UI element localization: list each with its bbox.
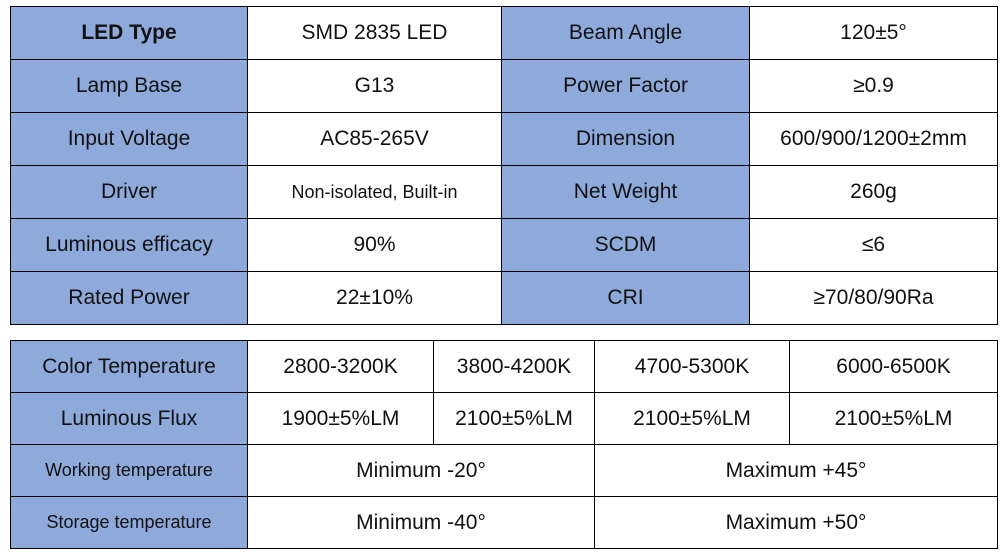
net-weight-value: 260g [749, 165, 998, 219]
color-temperature-value: 3800-4200K [433, 340, 595, 393]
input-voltage-label: Input Voltage [10, 112, 248, 166]
storage-temperature-min: Minimum -40° [247, 496, 595, 549]
luminous-efficacy-value: 90% [247, 218, 502, 272]
lamp-base-value: G13 [247, 59, 502, 113]
led-type-label: LED Type [10, 6, 248, 60]
dimension-value: 600/900/1200±2mm [749, 112, 998, 166]
working-temperature-label: Working temperature [10, 444, 248, 497]
cri-label: CRI [501, 271, 750, 325]
net-weight-label: Net Weight [501, 165, 750, 219]
temperature-flux-table: Color Temperature 2800-3200K 3800-4200K … [10, 340, 998, 549]
color-temperature-label: Color Temperature [10, 340, 248, 393]
scdm-label: SCDM [501, 218, 750, 272]
specifications-table: LED Type SMD 2835 LED Beam Angle 120±5° … [10, 6, 998, 325]
color-temperature-value: 6000-6500K [789, 340, 998, 393]
rated-power-label: Rated Power [10, 271, 248, 325]
working-temperature-max: Maximum +45° [594, 444, 998, 497]
table-row: Working temperature Minimum -20° Maximum… [10, 444, 998, 497]
table-row: Luminous efficacy 90% SCDM ≤6 [10, 218, 998, 272]
led-type-value: SMD 2835 LED [247, 6, 502, 60]
driver-label: Driver [10, 165, 248, 219]
storage-temperature-max: Maximum +50° [594, 496, 998, 549]
luminous-flux-value: 2100±5%LM [789, 392, 998, 445]
luminous-flux-label: Luminous Flux [10, 392, 248, 445]
table-row: Storage temperature Minimum -40° Maximum… [10, 496, 998, 549]
table-row: Driver Non-isolated, Built-in Net Weight… [10, 165, 998, 219]
color-temperature-value: 2800-3200K [247, 340, 434, 393]
luminous-efficacy-label: Luminous efficacy [10, 218, 248, 272]
luminous-flux-value: 2100±5%LM [594, 392, 790, 445]
table-row: Lamp Base G13 Power Factor ≥0.9 [10, 59, 998, 113]
cri-value: ≥70/80/90Ra [749, 271, 998, 325]
beam-angle-value: 120±5° [749, 6, 998, 60]
rated-power-value: 22±10% [247, 271, 502, 325]
scdm-value: ≤6 [749, 218, 998, 272]
table-row: Luminous Flux 1900±5%LM 2100±5%LM 2100±5… [10, 392, 998, 445]
beam-angle-label: Beam Angle [501, 6, 750, 60]
table-row: Color Temperature 2800-3200K 3800-4200K … [10, 340, 998, 393]
table-row: Rated Power 22±10% CRI ≥70/80/90Ra [10, 271, 998, 325]
luminous-flux-value: 1900±5%LM [247, 392, 434, 445]
table-row: Input Voltage AC85-265V Dimension 600/90… [10, 112, 998, 166]
storage-temperature-label: Storage temperature [10, 496, 248, 549]
driver-value: Non-isolated, Built-in [247, 165, 502, 219]
power-factor-label: Power Factor [501, 59, 750, 113]
luminous-flux-value: 2100±5%LM [433, 392, 595, 445]
input-voltage-value: AC85-265V [247, 112, 502, 166]
power-factor-value: ≥0.9 [749, 59, 998, 113]
lamp-base-label: Lamp Base [10, 59, 248, 113]
table-row: LED Type SMD 2835 LED Beam Angle 120±5° [10, 6, 998, 60]
color-temperature-value: 4700-5300K [594, 340, 790, 393]
working-temperature-min: Minimum -20° [247, 444, 595, 497]
dimension-label: Dimension [501, 112, 750, 166]
